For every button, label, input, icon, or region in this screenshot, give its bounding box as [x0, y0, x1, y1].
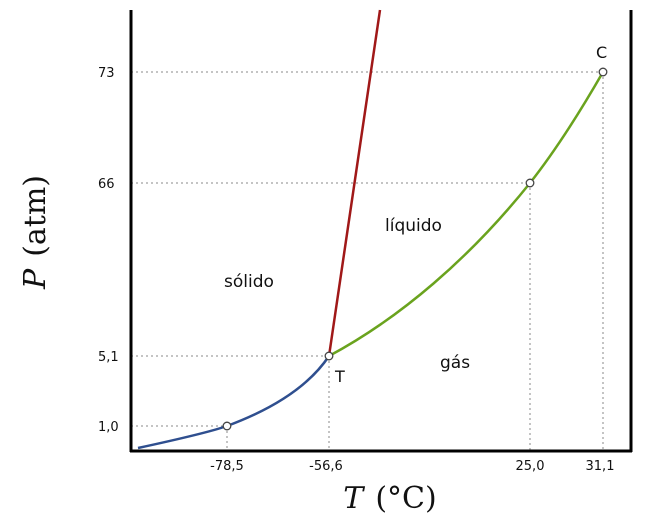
y-tick-73: 73	[98, 66, 115, 81]
liquid-gas-boundary	[328, 71, 605, 358]
x-tick-25-0: 25,0	[516, 459, 545, 474]
y-tick-66: 66	[98, 177, 115, 192]
y-tick-1-0: 1,0	[98, 420, 119, 435]
point-triple	[324, 351, 334, 361]
region-solid: sólido	[224, 272, 274, 292]
region-liquid: líquido	[385, 216, 442, 236]
triple-point-label: T	[334, 367, 345, 386]
y-tick-5-1: 5,1	[98, 350, 119, 365]
x-axis-title: T (°C)	[343, 481, 436, 516]
solid-gas-boundary	[137, 355, 331, 450]
points	[222, 67, 608, 431]
x-tick-31-1: 31,1	[586, 459, 615, 474]
point-25-0	[525, 178, 535, 188]
point-78-5	[222, 421, 232, 431]
y-axis-unit: (atm)	[18, 175, 53, 257]
guide-lines	[131, 71, 604, 452]
x-axis-unit: (°C)	[375, 481, 436, 516]
x-tick-56-6: -56,6	[309, 459, 343, 474]
axes	[129, 10, 633, 453]
x-axis-symbol: T	[343, 481, 365, 516]
point-critical	[598, 67, 608, 77]
x-tick-78-5: -78,5	[210, 459, 244, 474]
region-gas: gás	[440, 353, 470, 373]
solid-liquid-boundary	[327, 9, 382, 357]
critical-point-label: C	[596, 43, 607, 62]
y-axis-title: P (atm)	[18, 175, 53, 290]
y-axis-symbol: P	[18, 268, 53, 290]
